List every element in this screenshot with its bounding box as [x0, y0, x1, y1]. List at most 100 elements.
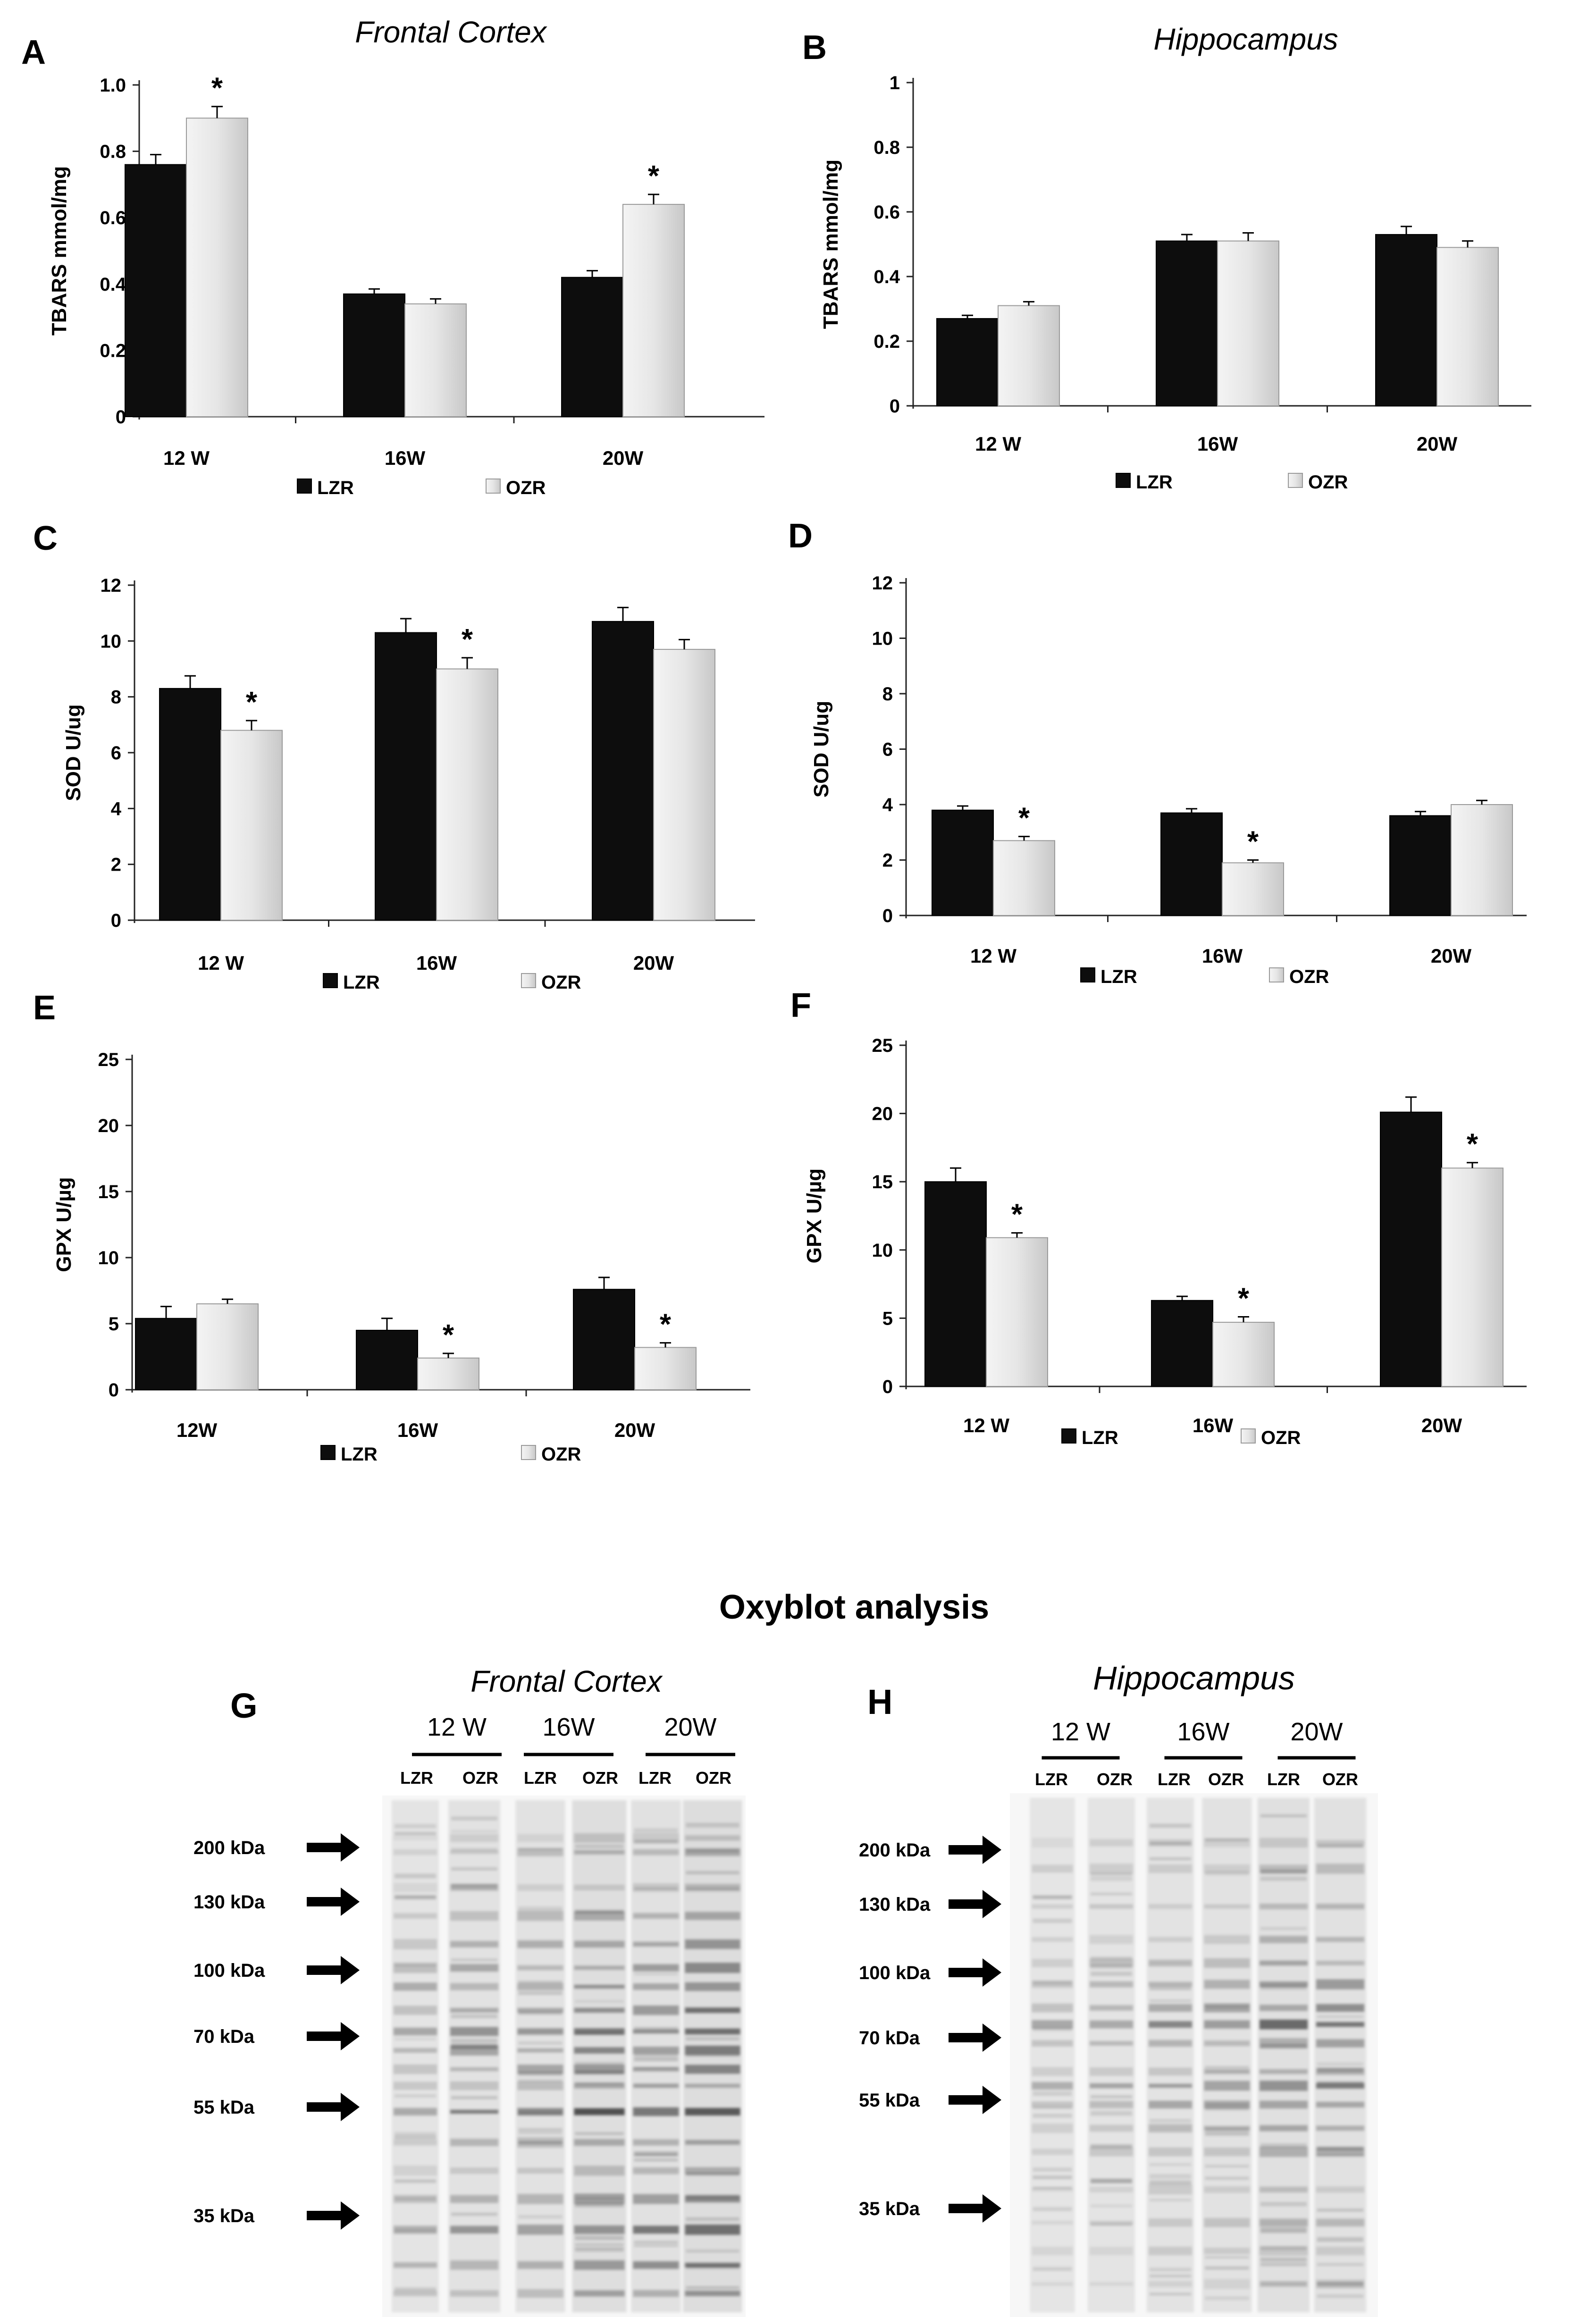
protein-band-faint — [1317, 2294, 1363, 2298]
protein-band-faint — [1317, 2067, 1363, 2073]
protein-band-faint — [1033, 2187, 1072, 2190]
lane-smear — [1030, 1798, 1075, 2312]
y-tick-label: 20 — [872, 1104, 893, 1125]
x-tick-label: 12 W — [963, 1414, 1009, 1436]
protein-band-faint — [1205, 2070, 1249, 2073]
blot-group-label: 12 W — [427, 1713, 487, 1741]
marker-arrow-icon — [307, 1833, 360, 1862]
protein-band — [1149, 1904, 1192, 1909]
significance-star: * — [1018, 802, 1030, 835]
protein-band — [1316, 2022, 1364, 2027]
protein-band-faint — [1150, 2174, 1191, 2179]
legend-label-lzr: LZR — [317, 478, 354, 498]
protein-band-faint — [634, 2244, 678, 2247]
protein-band — [633, 1964, 679, 1972]
marker-label: 130 kDa — [193, 1892, 265, 1913]
protein-band-faint — [1091, 2145, 1132, 2149]
y-tick-label: 8 — [111, 687, 121, 708]
legend-label-lzr: LZR — [341, 1444, 378, 1465]
blot-lane-label: LZR — [638, 1768, 672, 1788]
blot-group-label: 20W — [664, 1713, 716, 1741]
x-tick-label: 16W — [397, 1419, 438, 1441]
marker-arrow-icon — [307, 2201, 360, 2230]
protein-band-faint — [518, 1848, 563, 1850]
protein-band-faint — [395, 2179, 436, 2183]
bar-ozr-16w — [1217, 240, 1279, 406]
protein-band — [1090, 1935, 1133, 1944]
protein-band — [450, 2139, 498, 2146]
lane-smear — [572, 1800, 627, 2312]
protein-band-faint — [1091, 1872, 1132, 1875]
marker-arrow-icon — [949, 2194, 1001, 2223]
significance-star: * — [1011, 1199, 1023, 1231]
protein-band-faint — [1091, 1876, 1132, 1881]
bar-ozr-12w — [220, 730, 283, 921]
protein-band-faint — [1150, 2275, 1191, 2278]
protein-band-faint — [686, 2055, 739, 2057]
protein-band — [517, 2081, 563, 2090]
membrane-bands — [392, 1800, 742, 2312]
chart-panel-e: E GPX U/µg 0 5 10 15 20 25 12W 16W 20W * * LZR OZR — [33, 989, 750, 1465]
protein-band-faint — [1033, 1896, 1072, 1898]
protein-band-faint — [1260, 1870, 1307, 1874]
bar-ozr-16w — [417, 1357, 479, 1391]
protein-band — [1149, 2124, 1192, 2132]
protein-band-faint — [1205, 2296, 1249, 2300]
blot-group-label: 16W — [1177, 1718, 1229, 1746]
blot-lane-label: OZR — [696, 1768, 731, 1788]
y-tick-label: 0 — [109, 1380, 119, 1401]
marker-arrow-icon — [949, 1836, 1001, 1864]
blot-group-label: 20W — [1290, 1718, 1343, 1746]
legend-label-ozr: OZR — [506, 478, 546, 498]
bar-lzr-20w — [1375, 234, 1437, 406]
protein-band — [685, 1939, 740, 1949]
y-tick-label: 0.4 — [100, 274, 126, 295]
blot-g-markers: 200 kDa 130 kDa 100 kDa 70 kDa 55 kDa 35 kDa — [193, 1833, 360, 2230]
protein-band-faint — [634, 2153, 678, 2157]
protein-band-faint — [451, 1885, 497, 1890]
lane-smear — [448, 1800, 500, 2312]
bar-ozr-12w — [186, 118, 248, 418]
protein-band — [450, 1850, 498, 1855]
oxyblot-heading: Oxyblot analysis — [719, 1588, 989, 1626]
protein-band — [685, 2028, 740, 2035]
protein-band-faint — [1150, 1857, 1191, 1860]
protein-band-faint — [686, 2037, 739, 2040]
protein-band — [1316, 2083, 1364, 2089]
legend-label-lzr: LZR — [1136, 472, 1173, 493]
protein-band — [685, 2167, 740, 2174]
protein-band-faint — [1317, 2081, 1363, 2084]
marker-arrow-icon — [307, 2093, 360, 2121]
chart-panel-c: C SOD U/ug 0 2 4 6 8 10 12 12 W 16W 20W * * LZR OZR — [33, 520, 755, 993]
chart-panel-f: F GPX U/µg 0 5 10 15 20 25 12 W 16W 20W * * * LZR OZR — [790, 987, 1527, 1448]
y-tick-label: 1.0 — [100, 75, 126, 96]
protein-band — [685, 1963, 740, 1973]
x-tick-label: 20W — [633, 952, 674, 974]
protein-band — [394, 1882, 437, 1893]
protein-band — [633, 2139, 679, 2146]
protein-band — [1149, 2100, 1192, 2109]
blot-h-membrane — [1010, 1793, 1378, 2317]
protein-band — [1149, 2281, 1192, 2287]
protein-band — [1032, 2101, 1073, 2108]
protein-band-faint — [1091, 2223, 1132, 2226]
marker-arrow-icon — [949, 1958, 1001, 1987]
protein-band-faint — [1205, 2103, 1249, 2106]
protein-band — [1316, 1864, 1364, 1874]
protein-band-faint — [1317, 2015, 1363, 2018]
y-tick-label: 12 — [101, 575, 122, 596]
protein-band — [1149, 1960, 1192, 1966]
protein-band-faint — [575, 2000, 624, 2003]
protein-band-faint — [1317, 1844, 1363, 1848]
protein-band — [1090, 2067, 1133, 2076]
protein-band-faint — [1260, 2263, 1307, 2266]
y-tick-label: 0 — [890, 396, 900, 417]
protein-band — [394, 1982, 437, 1991]
protein-band-faint — [395, 1832, 436, 1836]
legend-swatch-lzr — [1061, 1428, 1076, 1444]
significance-star: * — [443, 1319, 454, 1352]
protein-band — [685, 1912, 740, 1920]
protein-band — [633, 2005, 679, 2015]
bar-ozr-12w — [196, 1303, 259, 1390]
protein-band — [450, 2027, 498, 2036]
